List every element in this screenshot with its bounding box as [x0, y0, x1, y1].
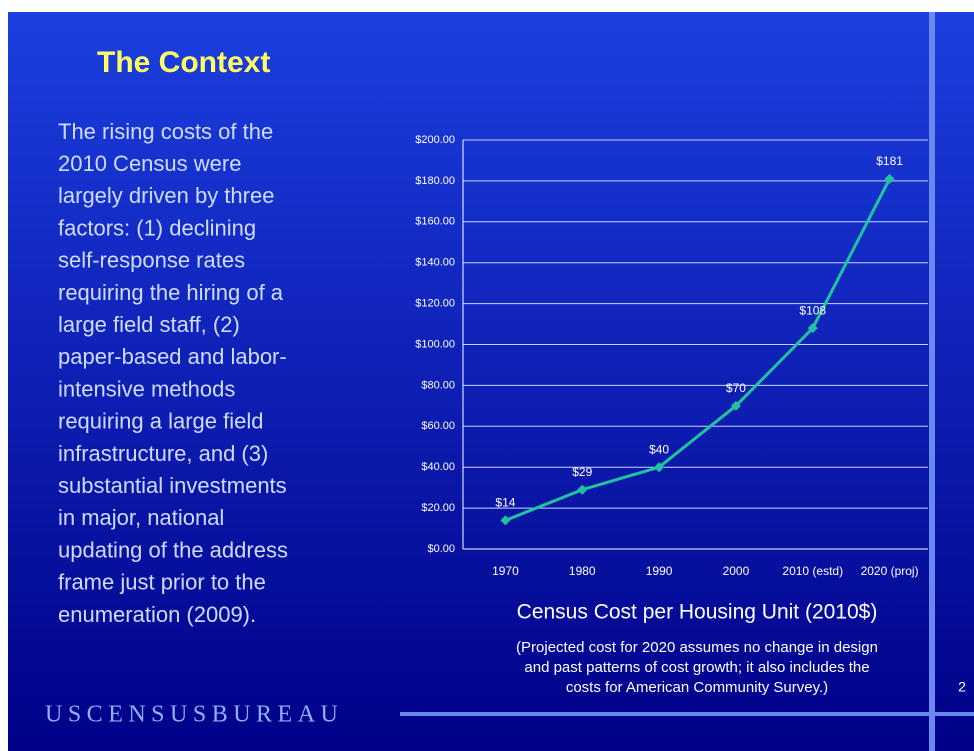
y-tick-label: $100.00 [415, 338, 455, 350]
line [504, 178, 891, 522]
y-tick-label: $40.00 [421, 461, 455, 473]
x-tick-label: 1970 [492, 564, 519, 578]
body-text: factors: (1) declining [58, 215, 256, 240]
body-text: requiring the hiring of a [58, 280, 284, 305]
marker [577, 484, 588, 495]
y-tick-label: $200.00 [415, 134, 455, 146]
body-text: updating of the address [58, 537, 288, 562]
y-tick-label: $160.00 [415, 216, 455, 228]
marker [500, 515, 511, 526]
y-tick-label: $180.00 [415, 175, 455, 187]
data-label: $29 [572, 465, 592, 479]
marker [654, 462, 665, 473]
chart-title: Census Cost per Housing Unit (2010$) [517, 601, 878, 624]
body-text: intensive methods [58, 376, 235, 401]
marker [884, 173, 895, 184]
y-tick-label: $20.00 [421, 502, 455, 514]
x-tick-label: 2010 (estd) [782, 564, 843, 578]
body-text: largely driven by three [58, 183, 274, 208]
body-text: self-response rates [58, 248, 245, 273]
background [8, 12, 974, 751]
y-tick-label: $80.00 [421, 379, 455, 391]
body-text: paper-based and labor- [58, 344, 287, 369]
logo: USCENSUSBUREAU [45, 702, 343, 728]
x-tick-label: 2020 (proj) [861, 564, 919, 578]
body-text: infrastructure, and (3) [58, 441, 268, 466]
body-text: in major, national [58, 505, 224, 530]
y-tick-label: $0.00 [427, 543, 455, 555]
y-tick-label: $60.00 [421, 420, 455, 432]
body-text: substantial investments [58, 473, 287, 498]
body-text: 2010 Census were [58, 151, 241, 176]
body-text: The rising costs of the [58, 119, 273, 144]
x-tick-label: 1990 [646, 564, 673, 578]
data-label: $181 [876, 154, 903, 168]
data-label: $108 [799, 303, 826, 317]
y-tick-label: $140.00 [415, 257, 455, 269]
body-text: frame just prior to the [58, 570, 266, 595]
page-number: 2 [958, 679, 966, 695]
slide-title: The Context [97, 46, 270, 79]
chart-note: costs for American Community Survey.) [566, 679, 828, 696]
body-text: requiring a large field [58, 409, 263, 434]
x-tick-label: 1980 [569, 564, 596, 578]
data-label: $40 [649, 442, 669, 456]
body-text: large field staff, (2) [58, 312, 240, 337]
chart-note: and past patterns of cost growth; it als… [524, 659, 869, 676]
x-tick-label: 2000 [723, 564, 750, 578]
y-tick-label: $120.00 [415, 298, 455, 310]
marker [730, 400, 741, 411]
data-label: $70 [726, 381, 746, 395]
marker [807, 323, 818, 334]
body-text: enumeration (2009). [58, 602, 256, 627]
chart-note: (Projected cost for 2020 assumes no chan… [516, 639, 878, 656]
data-label: $14 [495, 496, 515, 510]
